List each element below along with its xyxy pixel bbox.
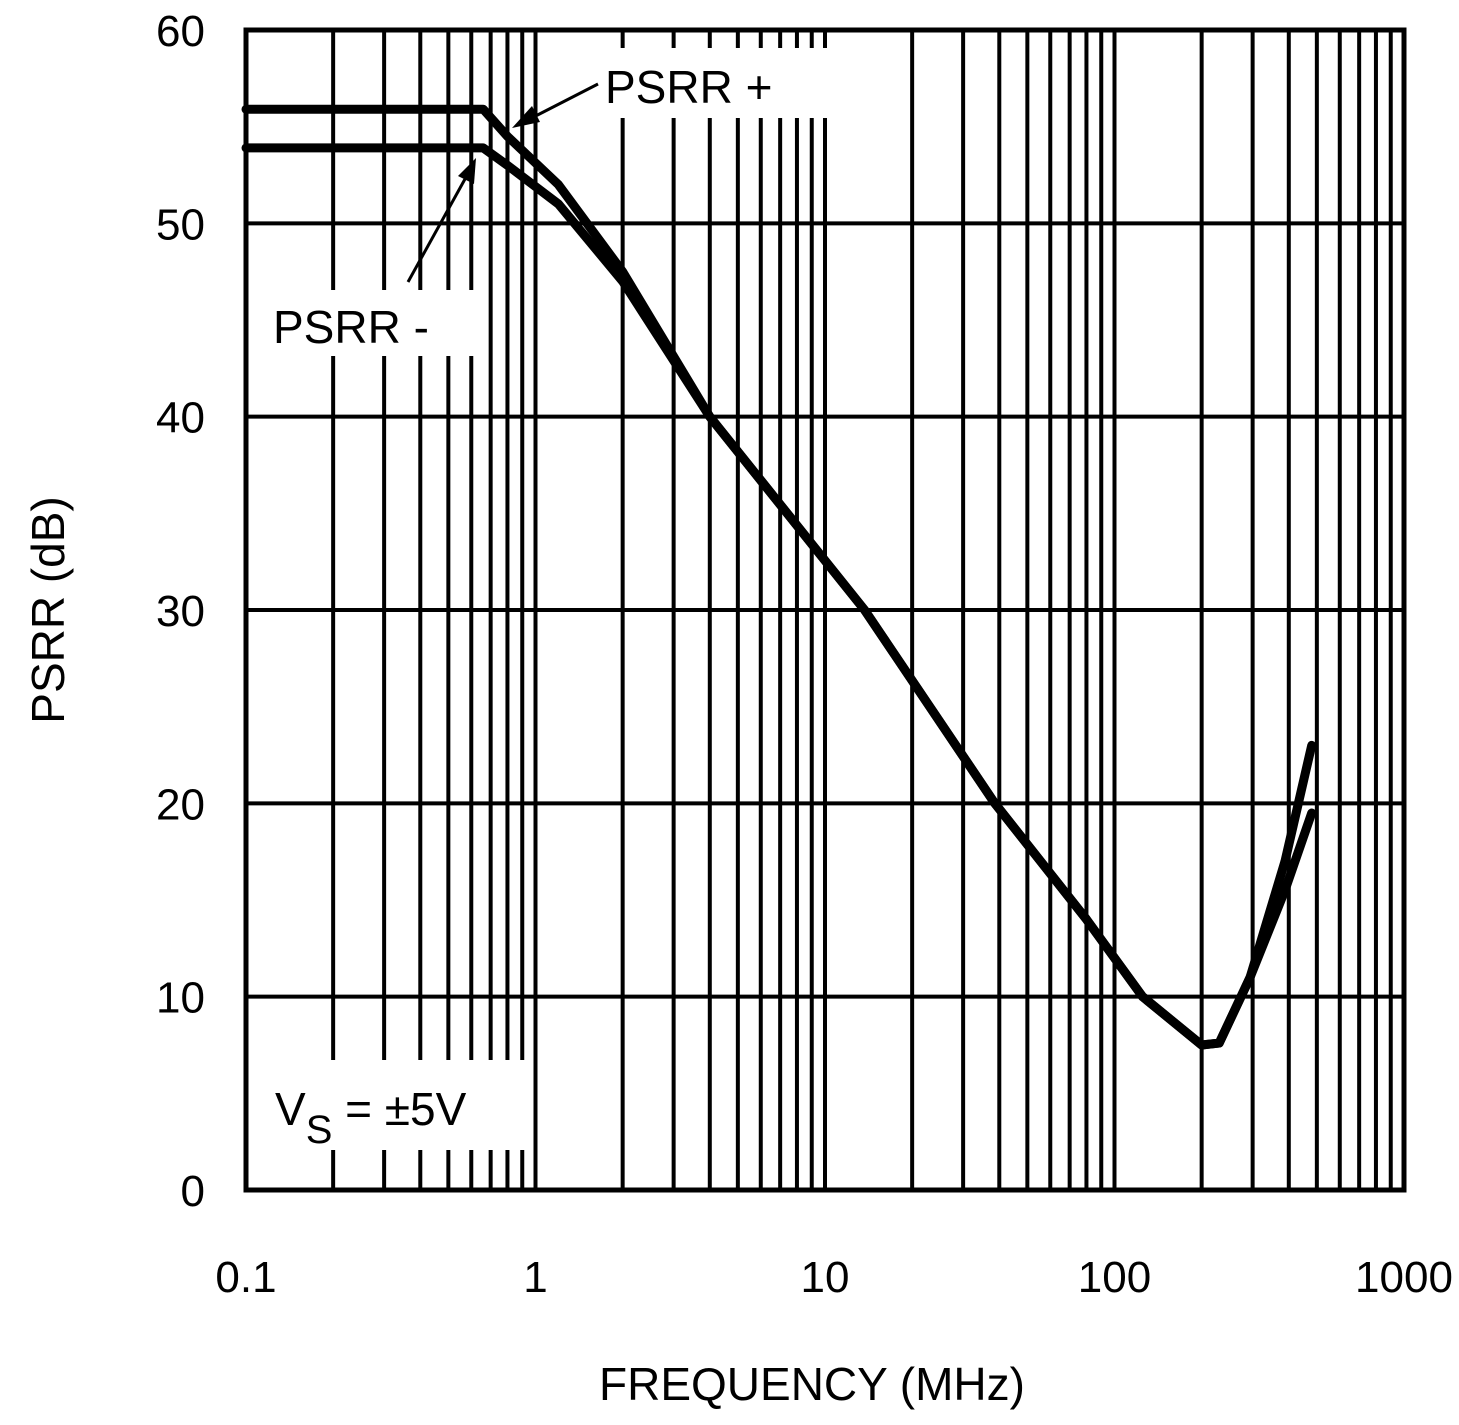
- y-tick-label: 0: [181, 1167, 205, 1216]
- annotation-psrr-plus: PSRR +: [512, 48, 828, 128]
- annotation-supply: VS = ±5V: [268, 1060, 530, 1152]
- y-tick-label: 30: [156, 587, 205, 636]
- x-tick-label: 1000: [1355, 1253, 1453, 1302]
- arrowhead-icon: [512, 106, 540, 128]
- y-tick-label: 40: [156, 394, 205, 443]
- x-tick-label: 0.1: [215, 1253, 276, 1302]
- supply-value: = ±5V: [332, 1083, 466, 1135]
- x-tick-label: 10: [801, 1253, 850, 1302]
- annotation-psrr-minus: PSRR -: [268, 158, 480, 356]
- tick-labels: 0.1 1 10 100 1000 0 10 20 30 40 50 60: [156, 7, 1453, 1302]
- y-tick-label: 50: [156, 200, 205, 249]
- y-axis-label: PSRR (dB): [22, 496, 74, 723]
- annotation-psrr-plus-text: PSRR +: [605, 61, 772, 113]
- x-tick-label: 100: [1078, 1253, 1151, 1302]
- arrowhead-icon: [458, 158, 476, 184]
- y-tick-label: 10: [156, 974, 205, 1023]
- plot-frame: [243, 27, 1407, 1193]
- supply-v: V: [275, 1083, 306, 1135]
- supply-sub: S: [306, 1108, 333, 1152]
- y-tick-label: 20: [156, 780, 205, 829]
- grid: [243, 27, 1407, 1193]
- y-tick-label: 60: [156, 7, 205, 56]
- series-line-psrr-minus: [241, 143, 1317, 1050]
- x-tick-label: 1: [523, 1253, 547, 1302]
- series-lines: [241, 104, 1317, 1050]
- annotation-psrr-minus-text: PSRR -: [273, 301, 429, 353]
- x-axis-label: FREQUENCY (MHz): [599, 1358, 1025, 1410]
- svg-text:VS = ±5V: VS = ±5V: [275, 1083, 467, 1152]
